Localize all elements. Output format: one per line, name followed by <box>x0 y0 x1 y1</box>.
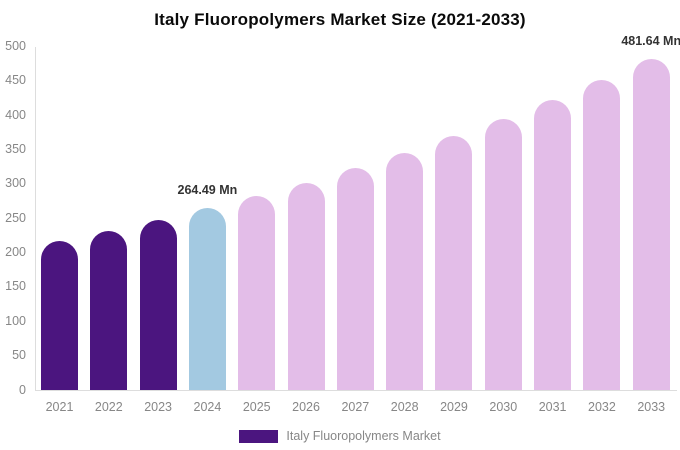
x-tick-label: 2023 <box>144 400 173 414</box>
y-tick-label: 300 <box>5 176 26 191</box>
y-tick-label: 350 <box>5 142 26 157</box>
y-tick-label: 50 <box>12 348 26 363</box>
x-tick-label: 2025 <box>242 400 271 414</box>
x-axis-line <box>35 390 677 391</box>
bar-2021 <box>41 240 78 390</box>
bar-2024 <box>188 208 226 390</box>
y-tick-label: 0 <box>19 382 26 397</box>
y-tick-label: 150 <box>5 279 26 294</box>
x-tick-label: 2026 <box>292 400 320 414</box>
chart-title: Italy Fluoropolymers Market Size (2021-2… <box>154 10 526 29</box>
bar-2029 <box>435 136 473 390</box>
bar-2032 <box>583 80 621 390</box>
bar-2033 <box>632 59 670 390</box>
x-tick-label: 2030 <box>489 400 518 414</box>
x-tick-label: 2027 <box>341 400 370 414</box>
x-tick-label: 2022 <box>94 400 123 414</box>
bar-2025 <box>238 195 276 390</box>
x-tick-label: 2033 <box>637 400 666 414</box>
bar-2028 <box>386 152 424 390</box>
bar-2031 <box>534 100 572 390</box>
legend-label: Italy Fluoropolymers Market <box>286 429 441 443</box>
y-tick-label: 200 <box>5 245 26 260</box>
y-tick-label: 100 <box>5 313 26 328</box>
bar-2026 <box>287 182 325 390</box>
bar-2030 <box>484 119 522 390</box>
x-tick-label: 2021 <box>45 400 74 414</box>
y-tick-label: 250 <box>5 210 26 225</box>
x-tick-label: 2029 <box>440 400 468 414</box>
bar-2027 <box>336 168 374 390</box>
x-tick-label: 2028 <box>390 400 419 414</box>
bar-2023 <box>139 219 177 390</box>
y-axis-line <box>35 46 36 390</box>
x-tick-label: 2031 <box>538 400 567 414</box>
bar-value-annotation: 481.64 Mn <box>621 34 680 49</box>
y-tick-label: 450 <box>5 73 26 88</box>
y-tick-label: 400 <box>5 107 26 122</box>
x-tick-label: 2032 <box>588 400 616 414</box>
y-tick-label: 500 <box>5 39 26 53</box>
legend: Italy Fluoropolymers Market <box>0 429 680 443</box>
bar-2022 <box>90 230 128 390</box>
legend-swatch <box>239 429 279 443</box>
bar-value-annotation: 264.49 Mn <box>177 183 238 198</box>
x-tick-label: 2024 <box>193 400 222 414</box>
